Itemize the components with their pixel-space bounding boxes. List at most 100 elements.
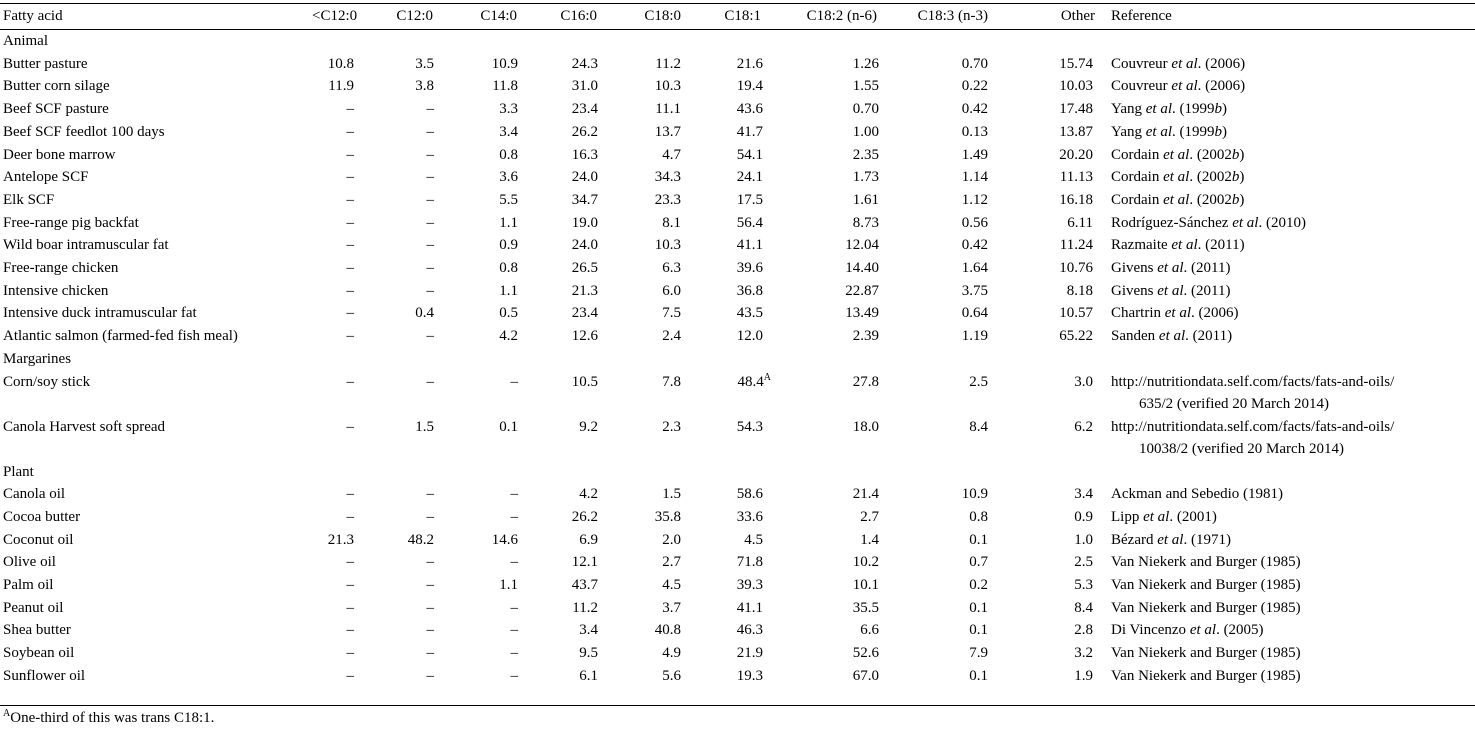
value-cell: 2.7 bbox=[611, 551, 695, 574]
value-text: 11.13 bbox=[1059, 169, 1093, 186]
value-cell: 7.8 bbox=[611, 371, 695, 416]
value-text: 3.75 bbox=[961, 282, 988, 299]
value-cell: 1.61 bbox=[775, 189, 893, 212]
value-text: 1.49 bbox=[961, 146, 988, 163]
value-cell: – bbox=[367, 371, 447, 416]
value-cell: 0.1 bbox=[893, 597, 1026, 620]
column-header: C18:0 bbox=[644, 8, 681, 24]
fat-name-cell: Butter pasture bbox=[3, 55, 88, 72]
value-text: – bbox=[346, 260, 355, 277]
reference-cell: Lipp et al. (2001) bbox=[1107, 506, 1475, 529]
reference-italic: et al bbox=[1157, 531, 1184, 548]
value-text: 11.2 bbox=[655, 55, 681, 72]
value-text: 21.6 bbox=[736, 55, 763, 72]
value-text: 0.13 bbox=[961, 123, 988, 140]
value-text: 56.4 bbox=[736, 214, 763, 231]
reference-italic: et al bbox=[1145, 123, 1172, 140]
value-text: 19.3 bbox=[736, 667, 763, 684]
value-cell: 23.3 bbox=[611, 189, 695, 212]
reference-italic: et al bbox=[1171, 237, 1198, 254]
value-text: 4.5 bbox=[744, 531, 763, 548]
value-text: 0.42 bbox=[961, 237, 988, 254]
value-text: 1.14 bbox=[961, 169, 988, 186]
value-cell: 1.1 bbox=[447, 212, 531, 235]
value-cell: 2.4 bbox=[611, 325, 695, 348]
value-text: 43.5 bbox=[736, 305, 763, 322]
column-header: <C12:0 bbox=[312, 8, 358, 24]
value-cell: 35.8 bbox=[611, 506, 695, 529]
value-cell: 0.56 bbox=[893, 212, 1026, 235]
fat-name-cell: Peanut oil bbox=[3, 599, 64, 616]
reference-italic: et al bbox=[1232, 214, 1259, 231]
footnote-mark: A bbox=[3, 708, 11, 719]
value-cell: – bbox=[312, 619, 367, 642]
value-text: 0.4 bbox=[415, 305, 434, 322]
value-text: 11.9 bbox=[328, 78, 354, 95]
value-text: 24.0 bbox=[571, 169, 598, 186]
value-text: 67.0 bbox=[852, 667, 879, 684]
value-cell: 71.8 bbox=[695, 551, 775, 574]
reference-text: . (2010) bbox=[1258, 214, 1306, 231]
value-cell: – bbox=[367, 506, 447, 529]
value-cell: 1.64 bbox=[893, 257, 1026, 280]
value-text: – bbox=[346, 645, 355, 662]
value-cell: 1.55 bbox=[775, 75, 893, 98]
value-cell: – bbox=[312, 189, 367, 212]
value-cell: – bbox=[447, 642, 531, 665]
value-text: 65.22 bbox=[1059, 328, 1093, 345]
value-cell: 10.03 bbox=[1026, 75, 1107, 98]
value-text: 17.48 bbox=[1059, 101, 1093, 118]
reference-text: . (2002 bbox=[1189, 191, 1232, 208]
value-text: 13.49 bbox=[845, 305, 879, 322]
value-text: 48.4 bbox=[737, 373, 764, 390]
value-cell: 3.75 bbox=[893, 280, 1026, 303]
header-row: Fatty acid <C12:0 C12:0 C14:0 C16:0 C18:0 C18:… bbox=[0, 3, 1475, 30]
value-text: 48.2 bbox=[407, 531, 434, 548]
value-text: 7.9 bbox=[969, 645, 988, 662]
value-text: 0.9 bbox=[499, 237, 518, 254]
value-text: 2.8 bbox=[1074, 622, 1093, 639]
value-text: – bbox=[426, 328, 435, 345]
reference-cell: Chartrin et al. (2006) bbox=[1107, 302, 1475, 325]
reference-cell: Van Niekerk and Burger (1985) bbox=[1107, 551, 1475, 574]
value-cell: 2.35 bbox=[775, 144, 893, 167]
reference-text: Van Niekerk and Burger (1985) bbox=[1111, 577, 1301, 594]
reference-text: . (2001) bbox=[1169, 508, 1217, 525]
value-text: 10.8 bbox=[327, 55, 354, 72]
value-text: 10.5 bbox=[571, 373, 598, 390]
value-cell: 41.1 bbox=[695, 597, 775, 620]
value-cell: 3.4 bbox=[1026, 483, 1107, 506]
value-cell: 8.18 bbox=[1026, 280, 1107, 303]
value-text: 1.5 bbox=[662, 486, 681, 503]
value-cell: 0.8 bbox=[447, 144, 531, 167]
reference-cell: Couvreur et al. (2006) bbox=[1107, 53, 1475, 76]
value-cell: 10.57 bbox=[1026, 302, 1107, 325]
value-text: 17.5 bbox=[736, 191, 763, 208]
value-text: 43.7 bbox=[571, 577, 598, 594]
value-cell: 7.9 bbox=[893, 642, 1026, 665]
value-text: 46.3 bbox=[736, 622, 763, 639]
value-cell: – bbox=[447, 371, 531, 416]
value-cell: 48.4A bbox=[695, 371, 775, 416]
value-cell: – bbox=[312, 371, 367, 416]
value-text: 0.1 bbox=[969, 531, 988, 548]
value-cell: 17.5 bbox=[695, 189, 775, 212]
fat-name-cell: Canola oil bbox=[3, 486, 66, 503]
table-row: Cocoa butter – – – 26.2 35.8 33.6 2.7 0.8 0.9 Lipp… bbox=[0, 506, 1475, 529]
group-label: Plant bbox=[3, 463, 34, 480]
value-cell: 0.8 bbox=[447, 257, 531, 280]
value-cell: 13.7 bbox=[611, 121, 695, 144]
value-cell: – bbox=[367, 597, 447, 620]
value-text: 4.5 bbox=[662, 577, 681, 594]
group-label: Animal bbox=[3, 33, 48, 49]
value-text: 13.87 bbox=[1059, 123, 1093, 140]
value-cell: 21.9 bbox=[695, 642, 775, 665]
value-text: 1.26 bbox=[852, 55, 879, 72]
value-text: 20.20 bbox=[1059, 146, 1093, 163]
value-cell: 8.1 bbox=[611, 212, 695, 235]
value-text: 19.4 bbox=[736, 78, 763, 95]
value-text: 36.8 bbox=[736, 282, 763, 299]
value-text: 0.1 bbox=[969, 622, 988, 639]
value-text: 0.22 bbox=[961, 78, 988, 95]
reference-cell: Cordain et al. (2002b) bbox=[1107, 166, 1475, 189]
